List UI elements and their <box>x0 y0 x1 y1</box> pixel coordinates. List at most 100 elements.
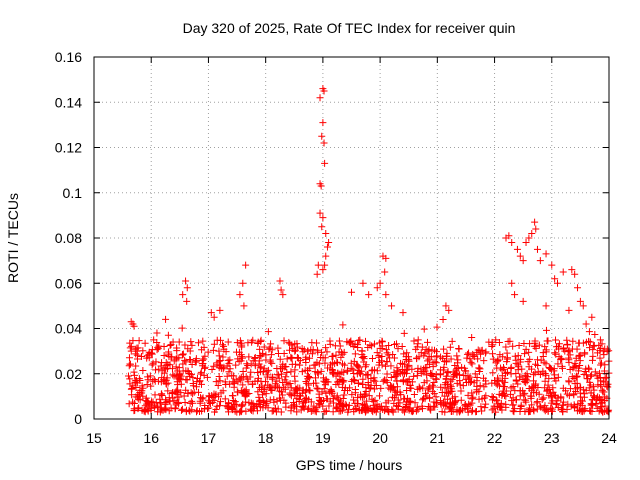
data-point <box>180 392 188 400</box>
data-point <box>447 404 455 412</box>
data-point <box>162 380 170 388</box>
data-point <box>469 352 477 360</box>
data-point <box>207 309 215 317</box>
data-point <box>195 388 203 396</box>
data-point <box>562 387 570 395</box>
data-point <box>127 385 135 393</box>
data-point <box>148 346 156 354</box>
data-point <box>414 336 422 344</box>
data-point <box>367 374 375 382</box>
data-point <box>224 408 232 416</box>
data-point <box>542 250 550 258</box>
data-point <box>469 393 477 401</box>
data-point <box>505 232 513 240</box>
data-point <box>350 357 358 365</box>
data-point <box>142 394 150 402</box>
data-point <box>197 370 205 378</box>
data-point <box>356 336 364 344</box>
data-point <box>423 338 431 346</box>
data-point <box>423 364 431 372</box>
data-point <box>381 407 389 415</box>
data-point <box>216 377 224 385</box>
data-point <box>414 364 422 372</box>
data-point <box>129 398 137 406</box>
data-point <box>333 403 341 411</box>
data-point <box>470 353 478 361</box>
data-point <box>239 400 247 408</box>
data-point <box>588 356 596 364</box>
data-point <box>264 371 272 379</box>
data-point <box>473 373 481 381</box>
data-point <box>520 396 528 404</box>
data-point <box>597 380 605 388</box>
data-point <box>494 400 502 408</box>
data-point <box>319 402 327 410</box>
data-point <box>494 355 502 363</box>
data-point <box>583 375 591 383</box>
data-point <box>554 360 562 368</box>
data-point <box>549 397 557 405</box>
data-point <box>408 378 416 386</box>
data-point <box>585 328 593 336</box>
data-point <box>208 365 216 373</box>
data-point <box>165 348 173 356</box>
data-point <box>297 406 305 414</box>
data-point <box>400 368 408 376</box>
data-point <box>437 383 445 391</box>
data-point <box>274 371 282 379</box>
data-point <box>319 374 327 382</box>
data-point <box>236 291 244 299</box>
data-point <box>264 381 272 389</box>
data-point <box>224 338 232 346</box>
data-point <box>502 403 510 411</box>
data-point <box>178 324 186 332</box>
data-point <box>406 397 414 405</box>
data-point <box>238 354 246 362</box>
data-point <box>335 337 343 345</box>
data-point <box>300 396 308 404</box>
y-tick-label: 0.08 <box>55 230 82 246</box>
data-point <box>305 381 313 389</box>
data-point <box>557 405 565 413</box>
data-point <box>162 362 170 370</box>
data-point <box>329 408 337 416</box>
data-point <box>175 393 183 401</box>
data-point <box>339 402 347 410</box>
data-point <box>388 383 396 391</box>
data-point <box>413 403 421 411</box>
data-point <box>313 346 321 354</box>
data-point <box>179 351 187 359</box>
data-point <box>166 397 174 405</box>
data-point <box>480 357 488 365</box>
data-point <box>456 371 464 379</box>
data-point <box>181 399 189 407</box>
data-point <box>400 329 408 337</box>
data-point <box>420 365 428 373</box>
data-point <box>157 390 165 398</box>
data-point <box>296 361 304 369</box>
data-point <box>451 393 459 401</box>
data-point <box>287 368 295 376</box>
data-point <box>319 266 327 274</box>
data-point <box>544 381 552 389</box>
data-point <box>365 291 373 299</box>
data-point <box>183 284 191 292</box>
data-point <box>542 326 550 334</box>
data-point <box>495 390 503 398</box>
data-point <box>310 402 318 410</box>
data-point <box>164 331 172 339</box>
data-point <box>604 380 612 388</box>
data-point <box>265 345 273 353</box>
data-point <box>167 341 175 349</box>
data-point <box>182 358 190 366</box>
data-point <box>280 337 288 345</box>
data-point <box>307 398 315 406</box>
data-point <box>160 376 168 384</box>
data-point <box>264 328 272 336</box>
data-point <box>461 401 469 409</box>
data-point <box>429 359 437 367</box>
data-point <box>206 398 214 406</box>
data-point <box>198 395 206 403</box>
y-tick-label: 0.16 <box>55 49 82 65</box>
data-point <box>275 374 283 382</box>
